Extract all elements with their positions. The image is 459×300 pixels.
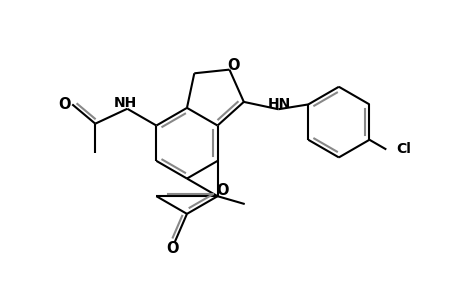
Text: O: O — [226, 58, 239, 73]
Text: O: O — [166, 241, 179, 256]
Text: HN: HN — [267, 97, 290, 111]
Text: O: O — [58, 97, 70, 112]
Text: NH: NH — [113, 96, 136, 110]
Text: Cl: Cl — [396, 142, 411, 157]
Text: O: O — [215, 183, 228, 198]
